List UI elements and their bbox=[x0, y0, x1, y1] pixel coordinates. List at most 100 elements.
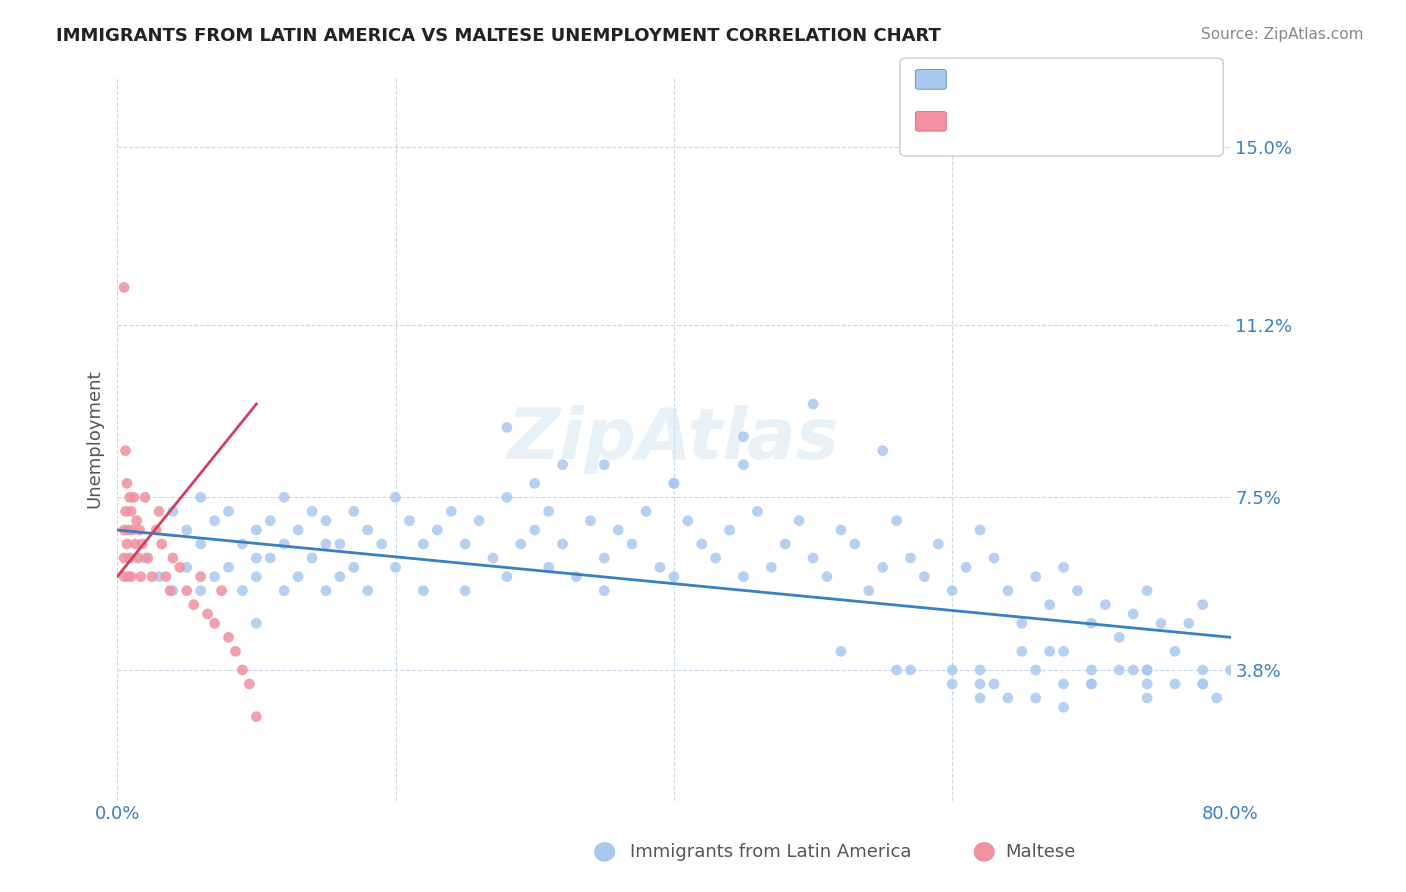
Point bbox=[384, 560, 406, 574]
Point bbox=[120, 504, 142, 518]
Text: R = -0.358: R = -0.358 bbox=[953, 71, 1050, 89]
Point bbox=[218, 560, 240, 574]
Point bbox=[1039, 644, 1062, 658]
Point bbox=[426, 523, 449, 537]
Point bbox=[1136, 663, 1159, 677]
Point bbox=[927, 537, 949, 551]
Point bbox=[1150, 616, 1173, 631]
Point bbox=[273, 491, 295, 505]
Point bbox=[1052, 677, 1074, 691]
Point bbox=[621, 537, 644, 551]
Text: Source: ZipAtlas.com: Source: ZipAtlas.com bbox=[1201, 27, 1364, 42]
Point bbox=[1080, 616, 1102, 631]
Point bbox=[761, 560, 783, 574]
Y-axis label: Unemployment: Unemployment bbox=[86, 370, 103, 508]
Point bbox=[115, 537, 138, 551]
Point bbox=[662, 569, 685, 583]
Point bbox=[1011, 644, 1033, 658]
Point bbox=[1164, 677, 1187, 691]
Point bbox=[343, 504, 366, 518]
Point bbox=[997, 583, 1019, 598]
Point bbox=[579, 514, 602, 528]
Point bbox=[162, 504, 184, 518]
Point bbox=[1191, 677, 1213, 691]
Point bbox=[357, 523, 380, 537]
Point bbox=[150, 537, 173, 551]
Point bbox=[176, 523, 198, 537]
Point bbox=[969, 523, 991, 537]
Point bbox=[551, 537, 574, 551]
Point bbox=[801, 397, 824, 411]
Point bbox=[190, 583, 212, 598]
Point bbox=[273, 583, 295, 598]
Point bbox=[551, 458, 574, 472]
Point bbox=[204, 616, 226, 631]
Point bbox=[468, 514, 491, 528]
Point bbox=[218, 504, 240, 518]
Point bbox=[398, 514, 420, 528]
Point bbox=[440, 504, 463, 518]
Point bbox=[704, 551, 727, 566]
Point bbox=[1052, 644, 1074, 658]
Point bbox=[136, 551, 159, 566]
Point bbox=[969, 663, 991, 677]
Point bbox=[141, 569, 163, 583]
Point bbox=[370, 537, 392, 551]
Point bbox=[690, 537, 713, 551]
Point bbox=[747, 504, 769, 518]
Point bbox=[496, 420, 519, 434]
Point bbox=[259, 514, 281, 528]
Point bbox=[273, 537, 295, 551]
Point bbox=[112, 280, 135, 294]
Point bbox=[190, 569, 212, 583]
Point bbox=[1080, 663, 1102, 677]
Point bbox=[969, 677, 991, 691]
Point bbox=[593, 458, 616, 472]
Point bbox=[112, 551, 135, 566]
Point bbox=[886, 514, 908, 528]
Point bbox=[1025, 690, 1047, 705]
Point bbox=[1094, 598, 1116, 612]
Point bbox=[1136, 690, 1159, 705]
Point bbox=[287, 569, 309, 583]
Point bbox=[128, 523, 150, 537]
Point bbox=[997, 690, 1019, 705]
Point bbox=[259, 551, 281, 566]
Point bbox=[662, 476, 685, 491]
Point bbox=[115, 476, 138, 491]
Point bbox=[733, 458, 755, 472]
Point bbox=[1191, 663, 1213, 677]
Point bbox=[969, 690, 991, 705]
Point bbox=[117, 523, 139, 537]
Point bbox=[1191, 598, 1213, 612]
Point bbox=[159, 583, 181, 598]
Point bbox=[941, 677, 963, 691]
Point bbox=[231, 583, 253, 598]
Point bbox=[1011, 616, 1033, 631]
Point bbox=[912, 569, 935, 583]
Point bbox=[245, 523, 267, 537]
Point bbox=[127, 551, 149, 566]
Point bbox=[648, 560, 671, 574]
Point bbox=[155, 569, 177, 583]
Point bbox=[114, 443, 136, 458]
Point bbox=[301, 504, 323, 518]
Point bbox=[148, 504, 170, 518]
Point bbox=[1066, 583, 1088, 598]
Point bbox=[454, 537, 477, 551]
Point bbox=[858, 583, 880, 598]
Point bbox=[1122, 607, 1144, 621]
Point bbox=[162, 551, 184, 566]
Point bbox=[231, 663, 253, 677]
Point bbox=[733, 569, 755, 583]
Point bbox=[315, 514, 337, 528]
Point bbox=[676, 514, 699, 528]
Point bbox=[190, 537, 212, 551]
Point bbox=[124, 537, 146, 551]
Point bbox=[1025, 663, 1047, 677]
Point bbox=[315, 537, 337, 551]
Point bbox=[329, 569, 352, 583]
Point bbox=[118, 491, 141, 505]
Point bbox=[117, 569, 139, 583]
Point bbox=[131, 537, 153, 551]
